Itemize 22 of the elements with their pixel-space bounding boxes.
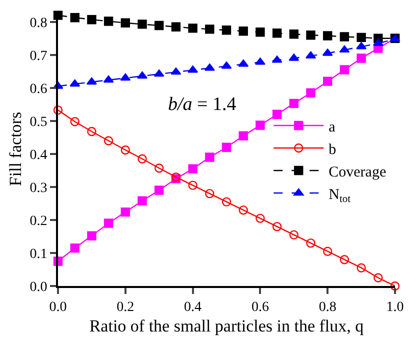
y-tick-label: 0.2 bbox=[30, 214, 48, 229]
y-tick-label: 0.5 bbox=[30, 114, 48, 130]
legend-label: b bbox=[328, 142, 336, 158]
y-tick-label: 0.8 bbox=[30, 16, 48, 31]
y-tick-label: 0.7 bbox=[30, 48, 48, 64]
x-axis-title: Ratio of the small particles in the flux, q bbox=[89, 316, 364, 336]
x-tick-label: 0.2 bbox=[116, 300, 134, 315]
y-tick-label: 0.0 bbox=[30, 280, 48, 295]
annotation: b/a = 1.4 bbox=[168, 94, 237, 115]
x-tick-label: 0.6 bbox=[251, 300, 269, 315]
legend-label: a bbox=[328, 119, 336, 136]
x-tick-label: 1.0 bbox=[386, 300, 404, 315]
y-tick-label: 0.3 bbox=[30, 180, 48, 196]
y-tick-label: 0.1 bbox=[30, 246, 48, 262]
legend-label: Coverage bbox=[328, 164, 386, 180]
y-tick-label: 0.6 bbox=[30, 82, 48, 97]
y-tick-label: 0.4 bbox=[30, 148, 48, 163]
y-axis-title: Fill factors bbox=[6, 112, 25, 186]
x-tick-label: 0.0 bbox=[49, 300, 67, 315]
x-tick-label: 0.4 bbox=[184, 300, 202, 315]
x-tick-label: 0.8 bbox=[318, 300, 336, 315]
legend-label: N$_{tot}$ bbox=[328, 186, 351, 206]
